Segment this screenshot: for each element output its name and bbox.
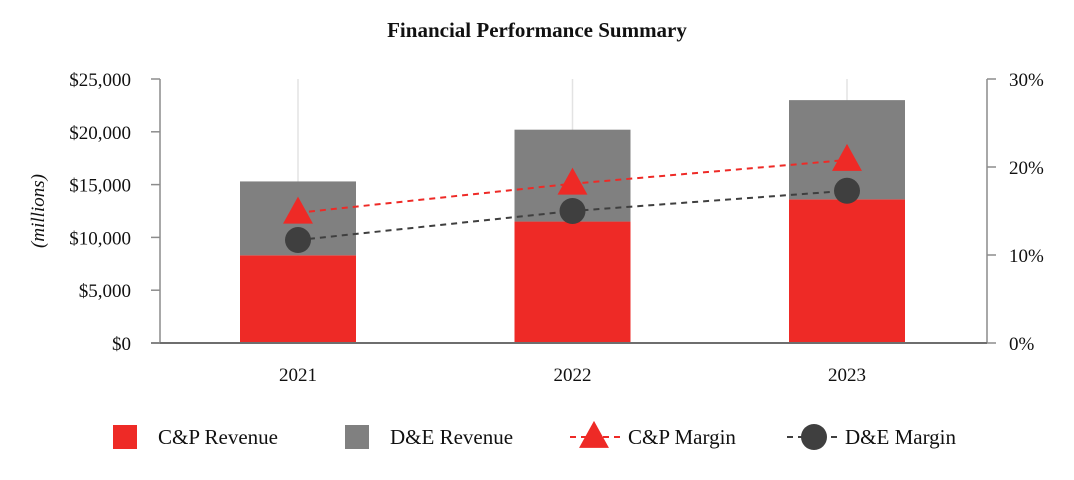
marker-d-e-margin-2021 (285, 227, 311, 254)
y-right-tick-label: 0% (1009, 334, 1035, 355)
legend-item-d-e-revenue: D&E Revenue (345, 425, 513, 449)
legend-label-c-p-margin: C&P Margin (628, 425, 736, 449)
legend-marker-d-e-margin (801, 424, 827, 450)
y-left-tick-label: $0 (112, 334, 131, 355)
chart-title: Financial Performance Summary (387, 18, 687, 42)
y-right-tick-label: 10% (1009, 246, 1044, 267)
x-tick-label: 2022 (554, 365, 592, 386)
legend-marker-c-p-margin (579, 420, 609, 448)
bar-c-p-revenue-2023 (789, 199, 905, 343)
y-left-tick-label: $5,000 (79, 281, 131, 302)
y-axis-title: (millions) (28, 174, 49, 248)
legend-swatch-d-e-revenue (345, 425, 369, 449)
y-right-tick-label: 30% (1009, 70, 1044, 91)
legend-label-d-e-revenue: D&E Revenue (390, 425, 513, 449)
y-left-tick-label: $10,000 (69, 228, 131, 249)
marker-d-e-margin-2023 (834, 177, 860, 204)
bar-c-p-revenue-2021 (240, 255, 356, 343)
legend-item-d-e-margin: D&E Margin (787, 424, 957, 450)
y-left-tick-label: $25,000 (69, 70, 131, 91)
legend-swatch-c-p-revenue (113, 425, 137, 449)
legend-item-c-p-revenue: C&P Revenue (113, 425, 278, 449)
marker-c-p-margin-2022 (557, 167, 588, 195)
y-right-tick-label: 20% (1009, 158, 1044, 179)
bar-c-p-revenue-2022 (514, 221, 631, 343)
legend: C&P Revenue D&E Revenue C&P Margin D&E Marg… (113, 420, 957, 450)
y-left-tick-label: $20,000 (69, 123, 131, 144)
x-tick-label: 2023 (828, 365, 866, 386)
legend-item-c-p-margin: C&P Margin (570, 420, 736, 449)
legend-label-c-p-revenue: C&P Revenue (158, 425, 278, 449)
axes-group: $0 $5,000 $10,000 $15,000 $20,000 $25,000 0% 10… (69, 70, 1044, 386)
marker-d-e-margin-2022 (559, 198, 586, 224)
marker-c-p-margin-2023 (832, 143, 862, 171)
x-tick-label: 2021 (279, 365, 317, 386)
marker-c-p-margin-2021 (283, 196, 313, 224)
y-left-tick-label: $15,000 (69, 176, 131, 197)
legend-label-d-e-margin: D&E Margin (845, 425, 957, 449)
margin-lines-group (283, 143, 862, 254)
